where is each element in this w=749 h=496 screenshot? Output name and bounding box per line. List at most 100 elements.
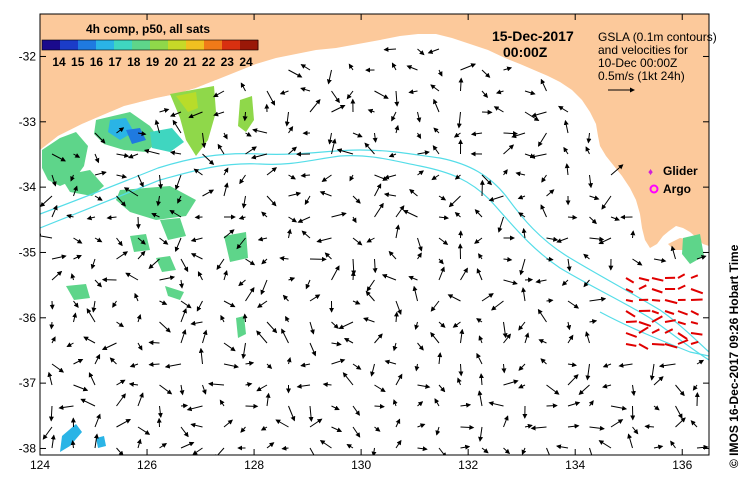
velocity-arrow	[602, 383, 612, 389]
velocity-arrow	[297, 216, 311, 223]
velocity-arrow	[106, 215, 117, 221]
glider-velocity-arrow	[625, 288, 634, 294]
velocity-arrow	[245, 258, 256, 266]
glider-velocity-arrow	[651, 299, 661, 302]
velocity-arrow	[300, 87, 311, 92]
velocity-arrow	[288, 191, 302, 197]
velocity-arrow	[589, 447, 593, 455]
velocity-arrow	[70, 174, 75, 182]
velocity-arrow	[503, 144, 515, 155]
glider-velocity-arrow	[690, 321, 699, 325]
velocity-arrow	[384, 359, 397, 365]
velocity-arrow	[148, 340, 160, 346]
velocity-arrow	[94, 170, 107, 176]
velocity-arrow	[408, 89, 418, 95]
velocity-arrow	[148, 258, 160, 269]
glider-velocity-arrow	[625, 310, 636, 318]
velocity-arrow	[331, 426, 343, 433]
x-tick-label: 136	[672, 458, 692, 472]
colorbar-tick-label: 21	[183, 55, 197, 69]
colorbar-tick-label: 22	[202, 55, 216, 69]
velocity-arrow	[395, 418, 401, 428]
velocity-arrow	[169, 209, 182, 218]
velocity-arrow	[116, 393, 126, 407]
velocity-arrow	[458, 363, 464, 377]
glider-velocity-arrow	[625, 332, 638, 338]
velocity-arrow	[279, 255, 289, 261]
velocity-arrow	[696, 255, 707, 260]
velocity-arrow	[556, 237, 569, 243]
velocity-arrow	[51, 363, 65, 373]
colorbar-tick-label: 19	[146, 55, 160, 69]
velocity-arrow	[589, 425, 605, 431]
velocity-arrow	[458, 77, 464, 92]
x-tick-label: 124	[30, 458, 50, 472]
velocity-arrow	[305, 279, 311, 290]
velocity-arrow	[180, 300, 192, 309]
velocity-arrow	[696, 444, 709, 450]
velocity-arrow	[383, 46, 397, 52]
velocity-arrow	[157, 405, 163, 418]
y-tick-label: -35	[19, 245, 37, 259]
velocity-arrow	[627, 433, 633, 449]
velocity-arrow	[223, 300, 236, 308]
velocity-arrow	[309, 99, 321, 113]
velocity-arrow	[563, 119, 569, 134]
velocity-arrow	[190, 253, 203, 260]
velocity-arrow	[352, 237, 363, 246]
velocity-arrow	[540, 358, 547, 365]
velocity-arrow	[602, 363, 612, 368]
velocity-arrow	[497, 216, 504, 233]
colorbar-swatch	[186, 40, 205, 50]
colorbar-swatch	[42, 40, 61, 50]
velocity-arrow	[460, 444, 471, 450]
velocity-arrow	[566, 321, 572, 331]
velocity-arrow	[284, 111, 290, 127]
velocity-arrow	[383, 174, 397, 180]
velocity-arrow	[242, 313, 248, 323]
velocity-arrow	[266, 90, 276, 106]
colorbar-tick-labels: 14 15 16 17 18 19 20 21 22 23 24	[52, 55, 253, 69]
velocity-arrow	[414, 363, 420, 372]
velocity-arrow	[265, 392, 271, 407]
velocity-arrow	[201, 132, 207, 149]
velocity-arrow	[351, 216, 357, 224]
colorbar-swatch	[240, 40, 259, 50]
velocity-arrow	[282, 294, 289, 302]
velocity-arrow	[374, 403, 385, 409]
velocity-arrow	[238, 279, 246, 287]
velocity-arrow	[503, 279, 518, 286]
velocity-arrow	[50, 434, 56, 449]
velocity-arrow	[502, 321, 508, 339]
velocity-arrow	[101, 342, 117, 351]
velocity-arrow	[245, 287, 255, 302]
velocity-arrow	[223, 167, 229, 176]
velocity-arrow	[288, 405, 296, 422]
velocity-arrow	[94, 132, 106, 144]
velocity-arrow	[136, 314, 142, 323]
velocity-arrow	[610, 405, 628, 411]
velocity-arrow	[137, 131, 147, 137]
glider-velocity-arrow	[664, 328, 674, 334]
velocity-arrow	[331, 405, 340, 411]
velocity-arrow	[630, 384, 636, 397]
colorbar-tick-label: 16	[90, 55, 104, 69]
velocity-vectors	[40, 46, 709, 455]
velocity-arrow	[343, 338, 354, 344]
velocity-arrow	[288, 174, 296, 180]
velocity-arrow	[213, 447, 225, 455]
velocity-arrow	[83, 336, 96, 344]
velocity-arrow	[470, 131, 483, 137]
velocity-arrow	[309, 321, 315, 335]
velocity-arrow	[588, 400, 594, 407]
velocity-arrow	[112, 300, 117, 308]
velocity-arrow	[417, 423, 426, 429]
legend-line-1: GSLA (0.1m contours)	[598, 30, 717, 44]
velocity-arrow	[567, 300, 580, 309]
velocity-arrow	[456, 111, 462, 129]
glider-velocity-arrow	[638, 284, 647, 290]
colorbar-tick-label: 17	[108, 55, 122, 69]
velocity-arrow	[123, 187, 139, 197]
velocity-arrow	[116, 237, 123, 247]
velocity-arrow	[374, 90, 389, 99]
